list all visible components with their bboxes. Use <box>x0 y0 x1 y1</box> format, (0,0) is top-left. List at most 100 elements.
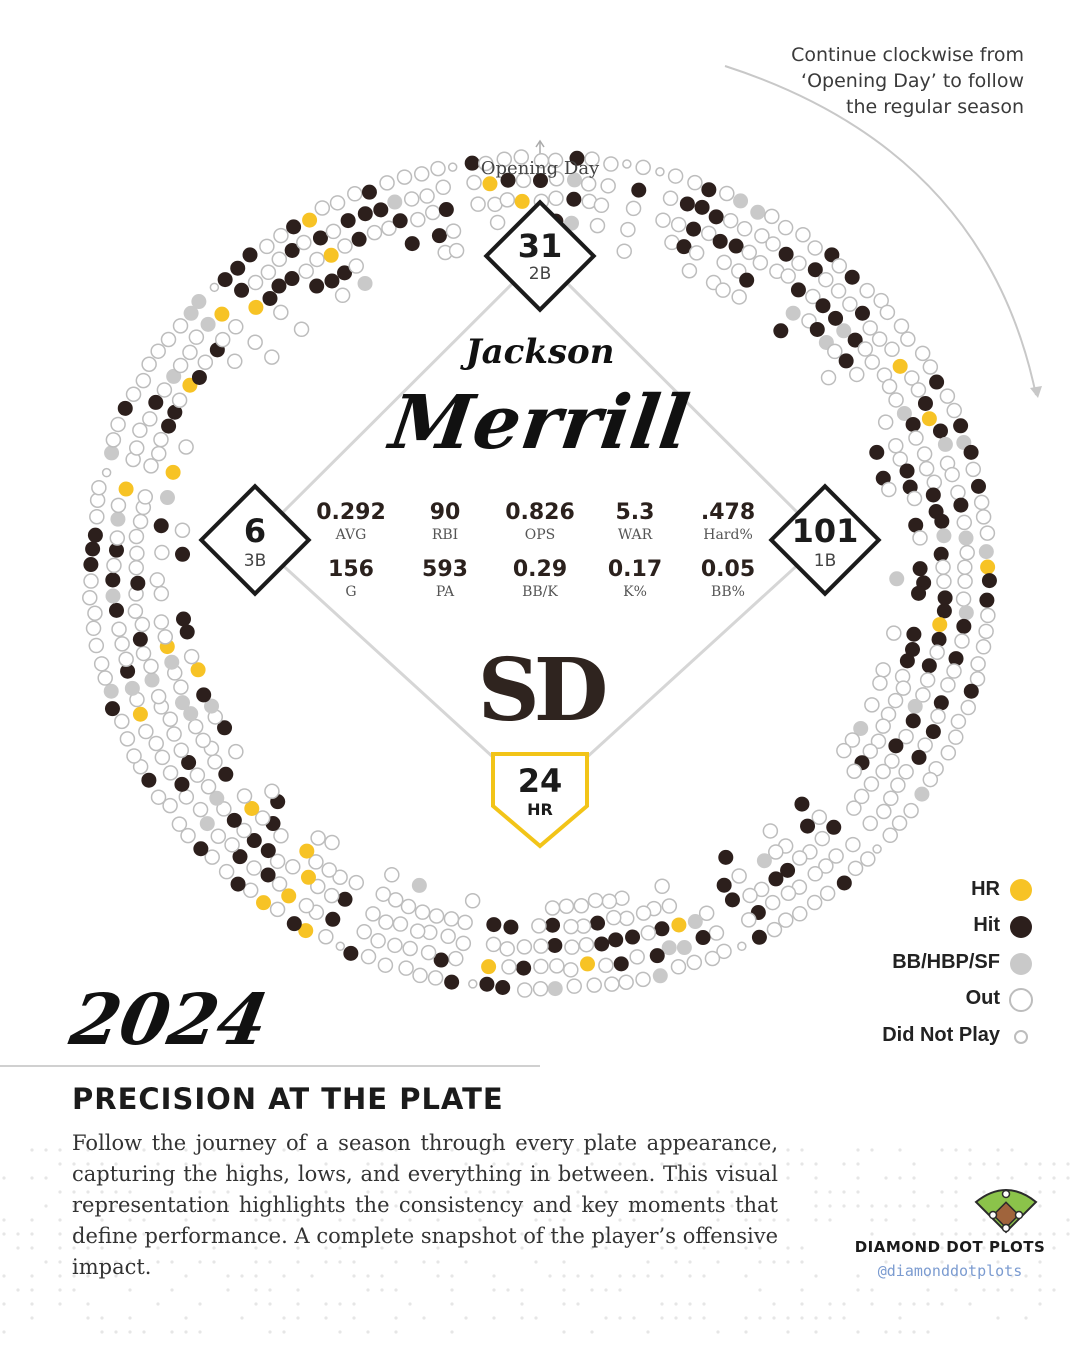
plate-appearance-dot-out <box>485 936 502 953</box>
plate-appearance-dot-out <box>620 221 636 238</box>
texture-dot <box>982 1190 986 1194</box>
plate-appearance-dot-out <box>741 912 757 928</box>
plate-appearance-dot-out <box>969 671 986 687</box>
plate-appearance-dot-out <box>360 948 377 965</box>
legend-swatch-out <box>1009 988 1033 1012</box>
legend-hr: HR <box>971 878 1000 900</box>
legend-swatch-walk <box>1010 953 1032 975</box>
plate-appearance-dot-hit <box>906 626 922 642</box>
texture-dot <box>856 1288 860 1292</box>
texture-dot <box>324 1316 328 1320</box>
texture-dot <box>492 1274 496 1278</box>
plate-appearance-dot-out <box>777 219 794 236</box>
plate-appearance-dot-dnp <box>872 844 882 854</box>
plate-appearance-dot-out <box>183 648 200 665</box>
plate-appearance-dot-hit <box>911 749 927 765</box>
plate-appearance-dot-out <box>687 174 703 191</box>
plate-appearance-dot-hit <box>649 948 665 964</box>
texture-dot <box>912 1330 916 1334</box>
texture-dot <box>30 1302 34 1306</box>
texture-dot <box>982 1218 986 1222</box>
plate-appearance-dot-walk <box>124 680 140 696</box>
texture-dot <box>996 1176 1000 1180</box>
texture-dot <box>450 1288 454 1292</box>
plate-appearance-dot-hit <box>392 213 408 229</box>
plate-appearance-dot-hr <box>214 306 230 322</box>
plate-appearance-dot-out <box>448 242 465 259</box>
plate-appearance-dot-walk <box>652 968 668 984</box>
texture-dot <box>156 1204 160 1208</box>
plate-appearance-dot-out <box>496 151 513 167</box>
plate-appearance-dot-hr <box>248 299 264 315</box>
plate-appearance-dot-out <box>236 788 253 804</box>
texture-dot <box>996 1162 1000 1166</box>
texture-dot <box>870 1302 874 1306</box>
plate-appearance-dot-hit <box>905 641 921 657</box>
plate-appearance-dot-out <box>89 508 105 525</box>
texture-dot <box>44 1148 48 1152</box>
texture-dot <box>478 1148 482 1152</box>
texture-dot <box>72 1260 76 1264</box>
plate-appearance-dot-hit <box>613 956 629 972</box>
plate-appearance-dot-out <box>828 848 844 864</box>
texture-dot <box>702 1162 706 1166</box>
texture-dot <box>2 1274 6 1278</box>
plate-appearance-dot-hit <box>888 738 904 754</box>
plate-appearance-dot-hit <box>807 262 823 278</box>
plate-appearance-dot-out <box>853 788 870 805</box>
texture-dot <box>506 1204 510 1208</box>
plate-appearance-dot-hit <box>800 818 816 834</box>
plate-appearance-dot-hit <box>739 272 755 288</box>
plate-appearance-dot-out <box>629 949 645 965</box>
texture-dot <box>968 1162 972 1166</box>
plate-appearance-dot-hit <box>404 236 420 252</box>
texture-dot <box>814 1274 818 1278</box>
plate-appearance-dot-out <box>298 897 315 914</box>
texture-dot <box>450 1330 454 1334</box>
plate-appearance-dot-out <box>254 810 271 826</box>
plate-appearance-dot-out <box>904 370 920 386</box>
plate-appearance-dot-hit <box>911 585 927 601</box>
plate-appearance-dot-out <box>153 431 169 448</box>
plate-appearance-dot-hit <box>167 404 183 420</box>
texture-dot <box>940 1232 944 1236</box>
plate-appearance-dot-hit <box>933 695 949 711</box>
plate-appearance-dot-out <box>318 928 334 945</box>
plate-appearance-dot-out <box>392 916 409 932</box>
plate-appearance-dot-hit <box>932 423 948 439</box>
player-first-name: Jackson <box>465 332 615 372</box>
texture-dot <box>870 1218 874 1222</box>
texture-dot <box>296 1302 300 1306</box>
texture-dot <box>954 1232 958 1236</box>
texture-dot <box>212 1246 216 1250</box>
plate-appearance-dot-out <box>533 938 549 954</box>
texture-dot <box>184 1162 188 1166</box>
plate-appearance-dot-dnp <box>468 979 478 989</box>
plate-appearance-dot-hr <box>281 888 297 904</box>
texture-dot <box>632 1232 636 1236</box>
texture-dot <box>1066 1218 1070 1222</box>
plate-appearance-dot-out <box>377 957 394 973</box>
texture-dot <box>688 1148 692 1152</box>
plate-appearance-dot-out <box>882 827 898 844</box>
texture-dot <box>884 1204 888 1208</box>
plate-appearance-dot-out <box>662 190 679 207</box>
texture-dot <box>436 1176 440 1180</box>
plate-appearance-dot-hit <box>284 242 300 258</box>
plate-appearance-dot-out <box>114 636 130 652</box>
plate-appearance-dot-out <box>273 304 289 321</box>
opening-day-arrowhead <box>535 139 545 148</box>
texture-dot <box>800 1148 804 1152</box>
texture-dot <box>702 1302 706 1306</box>
texture-dot <box>436 1274 440 1278</box>
plate-appearance-dot-out <box>975 509 992 525</box>
plate-appearance-dot-hit <box>773 323 789 339</box>
texture-dot <box>674 1260 678 1264</box>
texture-dot <box>898 1148 902 1152</box>
plate-appearance-dot-out <box>329 195 346 211</box>
texture-dot <box>688 1162 692 1166</box>
plate-appearance-dot-out <box>347 186 363 202</box>
brand-handle[interactable]: @diamonddotplots <box>877 1262 1023 1280</box>
plate-appearance-dot-hit <box>824 247 840 263</box>
legend-swatch-dnp <box>1014 1030 1028 1044</box>
